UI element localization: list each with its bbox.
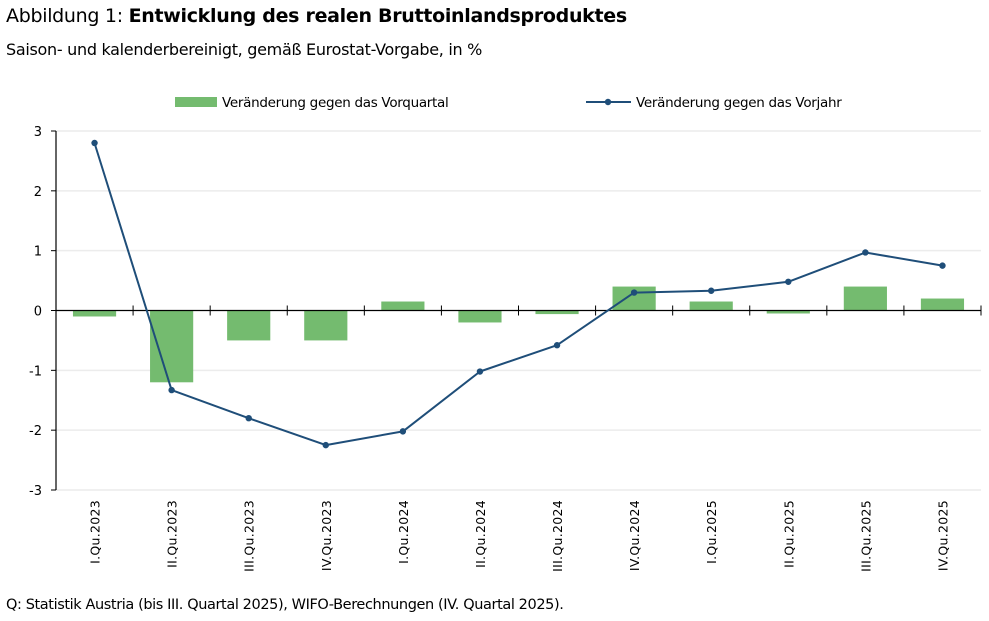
chart-subtitle: Saison- und kalenderbereinigt, gemäß Eur…: [6, 40, 482, 59]
x-tick-label: I.Qu.2023: [88, 500, 103, 564]
chart-title: Abbildung 1: Entwicklung des realen Brut…: [6, 5, 627, 27]
line-point: [476, 368, 484, 375]
title-bold: Entwicklung des realen Bruttoinlandsprod…: [128, 5, 628, 27]
bar: [227, 310, 271, 341]
bar: [458, 310, 502, 323]
line-point: [245, 415, 252, 422]
line-point: [322, 441, 329, 449]
line-point: [553, 342, 561, 349]
x-tick-label: III.Qu.2025: [858, 500, 873, 572]
legend-line-label: Veränderung gegen das Vorjahr: [636, 95, 842, 111]
y-tick-labels: 3 2 1 0 -1 -2 -3: [29, 125, 42, 499]
y-tick-label: 0: [34, 305, 42, 320]
bar: [150, 310, 194, 383]
bar: [843, 286, 887, 311]
x-tick-label: II.Qu.2023: [165, 500, 180, 568]
line-point: [708, 287, 715, 294]
line-point: [939, 262, 946, 269]
line-path: [93, 142, 943, 447]
line-point: [862, 249, 869, 256]
line-point: [630, 289, 638, 296]
legend-bar-label: Veränderung gegen das Vorquartal: [222, 95, 448, 111]
bar: [689, 301, 733, 311]
legend-bar-swatch: [175, 97, 217, 107]
title-prefix: Abbildung 1:: [6, 5, 129, 27]
y-tick-label: 2: [34, 185, 42, 200]
y-tick-label: -3: [29, 484, 42, 499]
bar: [766, 310, 810, 314]
x-tick-label: IV.Qu.2025: [935, 500, 950, 571]
x-tick-label: III.Qu.2023: [242, 500, 257, 572]
axes: [51, 130, 982, 491]
y-tick-label: -1: [29, 364, 42, 379]
x-tick-label: IV.Qu.2024: [627, 500, 642, 571]
x-tick-label: IV.Qu.2023: [319, 500, 334, 571]
bar: [381, 301, 425, 311]
bar: [304, 310, 348, 341]
legend: Veränderung gegen das Vorquartal Verände…: [175, 95, 843, 111]
y-tick-label: 3: [34, 125, 42, 140]
x-tick-label: II.Qu.2025: [781, 500, 796, 568]
bar: [535, 310, 579, 315]
gridlines: [56, 130, 981, 491]
line-point: [785, 278, 792, 285]
x-tick-label: III.Qu.2024: [550, 500, 565, 572]
bar: [72, 310, 117, 317]
x-tick-label: II.Qu.2024: [473, 500, 488, 568]
bar: [920, 298, 965, 311]
line-series: [91, 139, 946, 449]
legend-line-marker: [604, 98, 612, 106]
x-tick-labels: I.Qu.2023 II.Qu.2023 III.Qu.2023 IV.Qu.2023…: [88, 500, 951, 572]
x-tick-label: I.Qu.2025: [704, 500, 719, 564]
x-tick-label: I.Qu.2024: [396, 500, 411, 564]
source-note: Q: Statistik Austria (bis III. Quartal 2…: [6, 597, 564, 613]
y-tick-label: 1: [34, 245, 42, 260]
line-point: [91, 139, 98, 147]
line-point: [399, 428, 407, 435]
line-point: [168, 386, 175, 394]
bar-series: [72, 286, 965, 383]
y-tick-label: -2: [29, 424, 42, 439]
